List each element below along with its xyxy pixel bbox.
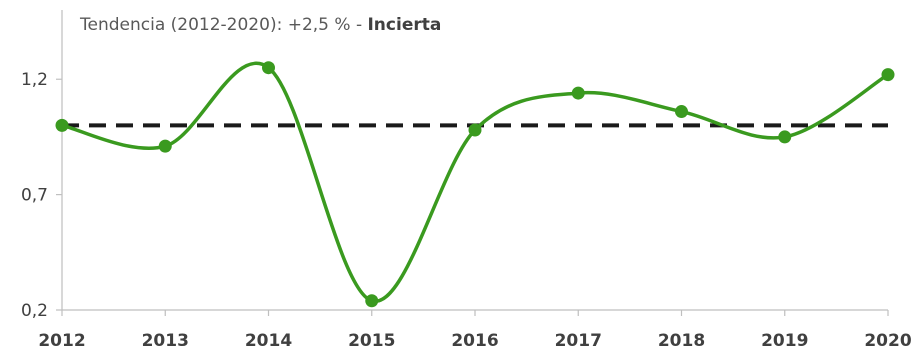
x-tick-label: 2019 xyxy=(761,331,808,351)
y-axis-ticks: 0,2 0,7 1,2 xyxy=(21,70,62,321)
data-point xyxy=(262,61,275,75)
data-point xyxy=(468,123,482,137)
x-tick-label: 2020 xyxy=(864,331,911,351)
x-tick-label: 2012 xyxy=(38,331,85,351)
axes xyxy=(61,10,888,311)
data-point xyxy=(675,105,688,119)
series-group xyxy=(55,61,895,308)
x-axis-ticks: 2012 2013 2014 2015 2016 2017 2018 2019 2020 xyxy=(38,310,912,351)
series-line xyxy=(60,61,890,303)
data-point xyxy=(571,86,585,100)
y-tick-label: 0,7 xyxy=(21,186,48,206)
x-tick-label: 2015 xyxy=(348,331,395,351)
chart-title-emphasis: Incierta xyxy=(367,15,441,35)
data-point xyxy=(881,68,895,82)
data-point xyxy=(55,118,69,132)
x-tick-label: 2013 xyxy=(142,331,189,351)
x-tick-label: 2016 xyxy=(451,331,498,351)
chart-title: Tendencia (2012-2020): +2,5 % - Incierta xyxy=(79,15,441,35)
y-tick-label: 0,2 xyxy=(21,301,48,321)
x-tick-label: 2017 xyxy=(555,331,602,351)
y-tick-label: 1,2 xyxy=(21,70,48,90)
data-point xyxy=(778,130,792,144)
x-tick-label: 2014 xyxy=(245,331,292,351)
data-point xyxy=(158,139,172,153)
chart-title-prefix: Tendencia (2012-2020): +2,5 % - xyxy=(79,15,367,35)
data-point xyxy=(365,294,379,308)
x-tick-label: 2018 xyxy=(658,331,705,351)
